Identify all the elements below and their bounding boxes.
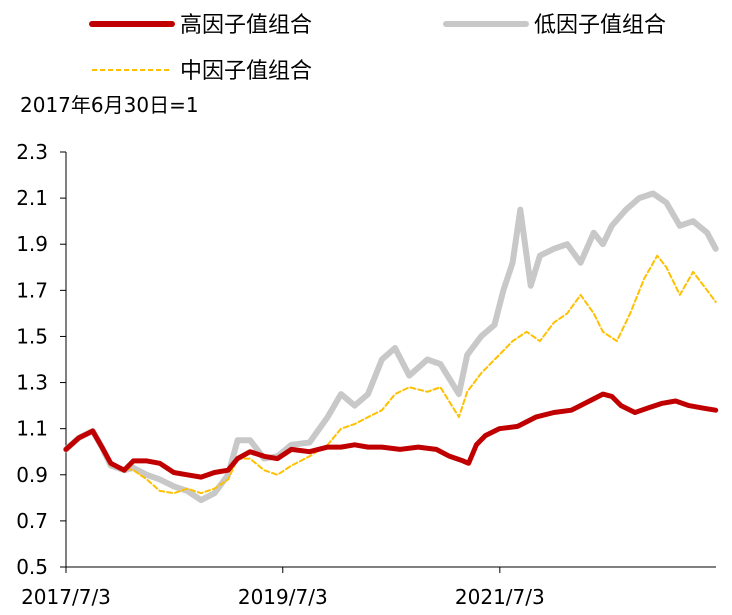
y-axis: 0.5 0.7 0.9 1.1 1.3 1.5 1.7 1.9 2.1 2.3 [16, 140, 67, 579]
x-axis: 2017/7/3 2019/7/3 2021/7/3 [21, 566, 716, 609]
y-tick-label: 1.1 [16, 417, 48, 441]
legend-item-high: 高因子值组合 [89, 13, 312, 38]
x-tick-label: 2021/7/3 [455, 585, 545, 609]
series-line-low [63, 190, 719, 504]
y-tick-label: 1.5 [16, 324, 48, 348]
base-date-note: 2017年6月30日=1 [20, 93, 199, 117]
series-line-high [63, 391, 719, 480]
x-tick-label: 2017/7/3 [21, 585, 111, 609]
y-tick-label: 0.5 [16, 555, 48, 579]
legend-label-mid: 中因子值组合 [180, 59, 312, 84]
y-tick-label: 1.9 [16, 232, 48, 256]
legend-item-mid: 中因子值组合 [92, 59, 312, 84]
y-tick-label: 0.9 [16, 463, 48, 487]
x-tick-label: 2019/7/3 [238, 585, 328, 609]
y-tick-label: 2.1 [16, 186, 48, 210]
y-tick-label: 1.7 [16, 278, 48, 302]
series-line-mid [65, 254, 717, 495]
legend-label-low: 低因子值组合 [534, 13, 666, 38]
y-tick-label: 2.3 [16, 140, 48, 164]
legend: 高因子值组合 低因子值组合 中因子值组合 [89, 13, 666, 84]
series-lines [63, 190, 719, 504]
y-tick-label: 0.7 [16, 509, 48, 533]
legend-item-low: 低因子值组合 [443, 13, 666, 38]
y-tick-label: 1.3 [16, 371, 48, 395]
legend-label-high: 高因子值组合 [180, 13, 312, 38]
